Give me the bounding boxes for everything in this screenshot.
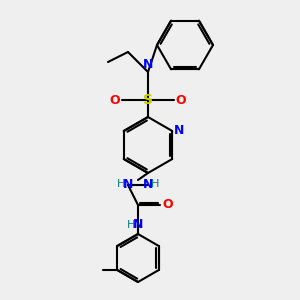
Text: H: H (151, 179, 159, 189)
Text: N: N (143, 178, 153, 190)
Text: O: O (176, 94, 186, 106)
Text: N: N (133, 218, 143, 232)
Text: N: N (143, 58, 153, 71)
Text: S: S (143, 93, 153, 107)
Text: N: N (123, 178, 133, 190)
Text: O: O (110, 94, 120, 106)
Text: H: H (127, 220, 135, 230)
Text: O: O (163, 199, 173, 212)
Text: N: N (174, 124, 184, 137)
Text: H: H (117, 179, 125, 189)
